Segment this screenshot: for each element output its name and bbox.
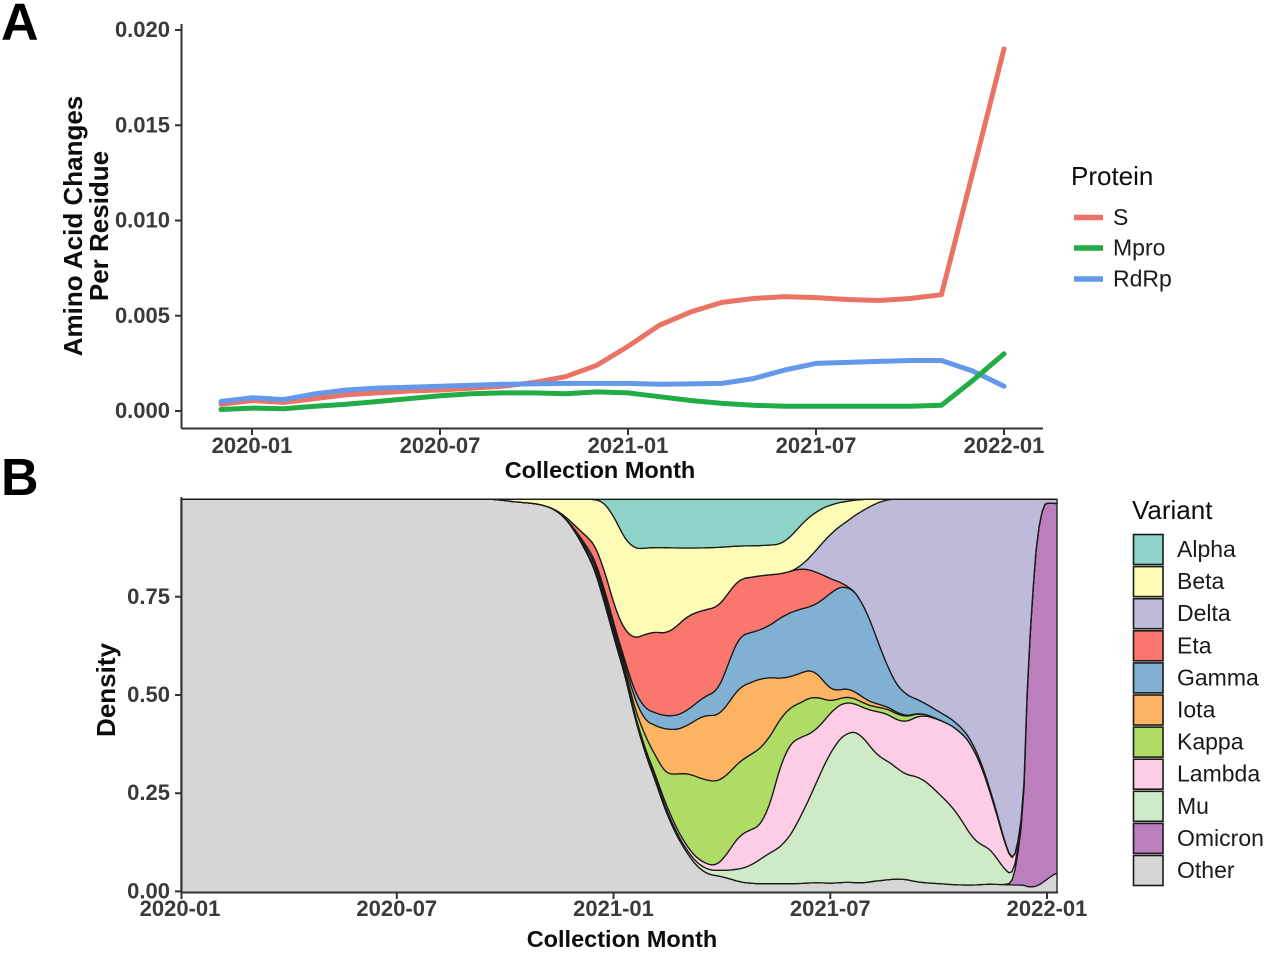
- svg-text:A: A: [1, 0, 39, 52]
- svg-text:2021-07: 2021-07: [776, 433, 857, 458]
- svg-text:0.75: 0.75: [127, 584, 170, 609]
- svg-text:0.000: 0.000: [115, 398, 170, 423]
- svg-text:Alpha: Alpha: [1177, 536, 1236, 562]
- svg-text:2020-01: 2020-01: [212, 433, 293, 458]
- svg-text:0.020: 0.020: [115, 17, 170, 42]
- svg-text:Collection Month: Collection Month: [527, 926, 718, 952]
- svg-text:0.010: 0.010: [115, 208, 170, 233]
- svg-text:Beta: Beta: [1177, 568, 1225, 594]
- svg-text:Mu: Mu: [1177, 793, 1209, 819]
- svg-text:Mpro: Mpro: [1113, 235, 1165, 261]
- svg-text:Amino Acid Changes: Amino Acid Changes: [58, 96, 88, 357]
- svg-text:Lambda: Lambda: [1177, 761, 1260, 787]
- svg-text:2021-07: 2021-07: [790, 896, 871, 921]
- svg-text:0.005: 0.005: [115, 303, 170, 328]
- svg-text:Other: Other: [1177, 857, 1235, 883]
- svg-text:2020-07: 2020-07: [356, 896, 437, 921]
- svg-text:0.00: 0.00: [127, 878, 170, 903]
- svg-text:2022-01: 2022-01: [1007, 896, 1088, 921]
- svg-text:Variant: Variant: [1132, 495, 1213, 525]
- svg-text:Density: Density: [91, 643, 121, 737]
- svg-text:Kappa: Kappa: [1177, 729, 1244, 755]
- svg-text:B: B: [1, 449, 39, 507]
- svg-text:2020-01: 2020-01: [140, 896, 221, 921]
- svg-text:Eta: Eta: [1177, 632, 1212, 658]
- svg-text:Collection Month: Collection Month: [505, 457, 696, 483]
- svg-text:Delta: Delta: [1177, 600, 1231, 626]
- svg-text:Iota: Iota: [1177, 697, 1216, 723]
- svg-text:Per Residue: Per Residue: [84, 151, 114, 301]
- svg-text:Gamma: Gamma: [1177, 664, 1259, 690]
- svg-text:0.50: 0.50: [127, 682, 170, 707]
- svg-text:0.015: 0.015: [115, 112, 170, 137]
- svg-text:S: S: [1113, 204, 1128, 230]
- svg-text:0.25: 0.25: [127, 780, 170, 805]
- svg-text:2021-01: 2021-01: [573, 896, 654, 921]
- svg-text:2022-01: 2022-01: [964, 433, 1045, 458]
- svg-text:2021-01: 2021-01: [588, 433, 669, 458]
- svg-text:2020-07: 2020-07: [400, 433, 481, 458]
- svg-text:RdRp: RdRp: [1113, 266, 1172, 292]
- svg-text:Protein: Protein: [1071, 161, 1153, 191]
- svg-text:Omicron: Omicron: [1177, 825, 1264, 851]
